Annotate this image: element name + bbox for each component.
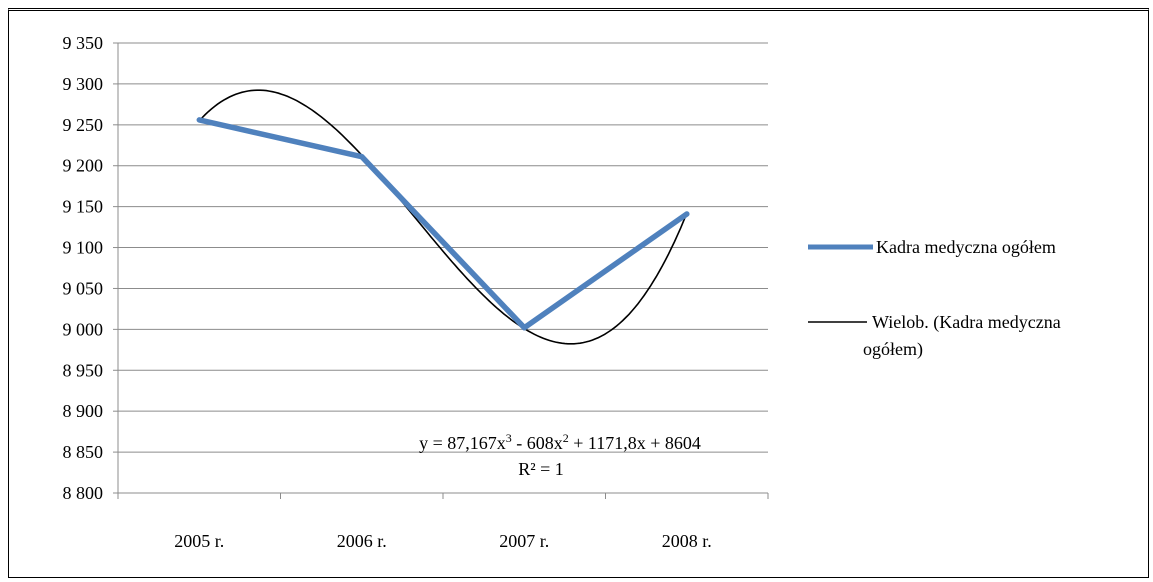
x-tick-label: 2005 r. [174,531,224,551]
svg-text:y = 87,167x3 - 608x2 + 1171,8x: y = 87,167x3 - 608x2 + 1171,8x + 8604 [419,431,701,453]
x-tick-label: 2008 r. [662,531,712,551]
equation-sup-2: 2 [563,431,569,445]
equation-sup-3: 3 [506,431,512,445]
series-line [196,117,690,331]
y-tick-label: 9 050 [63,278,104,298]
y-tick-label: 9 300 [63,74,104,94]
x-tick-label: 2006 r. [337,531,387,551]
legend: Kadra medyczna ogółem Wielob. (Kadra med… [808,237,1061,360]
trendline-equation: y = 87,167x3 - 608x2 + 1171,8x + 8604 R²… [419,431,701,479]
equation-suffix: + 1171,8x + 8604 [569,433,701,453]
y-tick-label: 8 900 [63,401,104,421]
equation-prefix: y = 87,167x [419,433,506,453]
data-point [359,154,364,159]
polynomial-trendline [198,89,688,345]
y-tick-label: 9 250 [63,115,104,135]
legend-label-series: Kadra medyczna ogółem [876,237,1056,257]
gridlines [113,42,768,494]
data-point [522,325,527,330]
trendline-group [198,89,688,345]
y-tick-label: 9 350 [63,33,104,53]
data-point [197,117,202,123]
legend-label-trendline-line2: ogółem) [863,339,923,360]
data-point [684,211,689,217]
axes [117,43,769,499]
legend-label-trendline-line1: Wielob. (Kadra medyczna [872,312,1061,333]
x-tick-label: 2007 r. [499,531,549,551]
y-tick-label: 8 950 [63,360,104,380]
x-axis-tick-labels: 2005 r. 2006 r. 2007 r. 2008 r. [174,531,712,551]
r-squared-label: R² = 1 [518,459,564,479]
y-tick-label: 9 200 [63,156,104,176]
y-tick-label: 9 150 [63,197,104,217]
y-tick-label: 8 850 [63,442,104,462]
series-group [196,117,690,331]
y-tick-label: 9 000 [63,319,104,339]
y-tick-label: 8 800 [63,483,104,503]
equation-mid: - 608x [512,433,563,453]
y-axis-tick-labels: 9 350 9 300 9 250 9 200 9 150 9 100 9 050 9 000… [63,33,104,503]
y-tick-label: 9 100 [63,238,104,258]
